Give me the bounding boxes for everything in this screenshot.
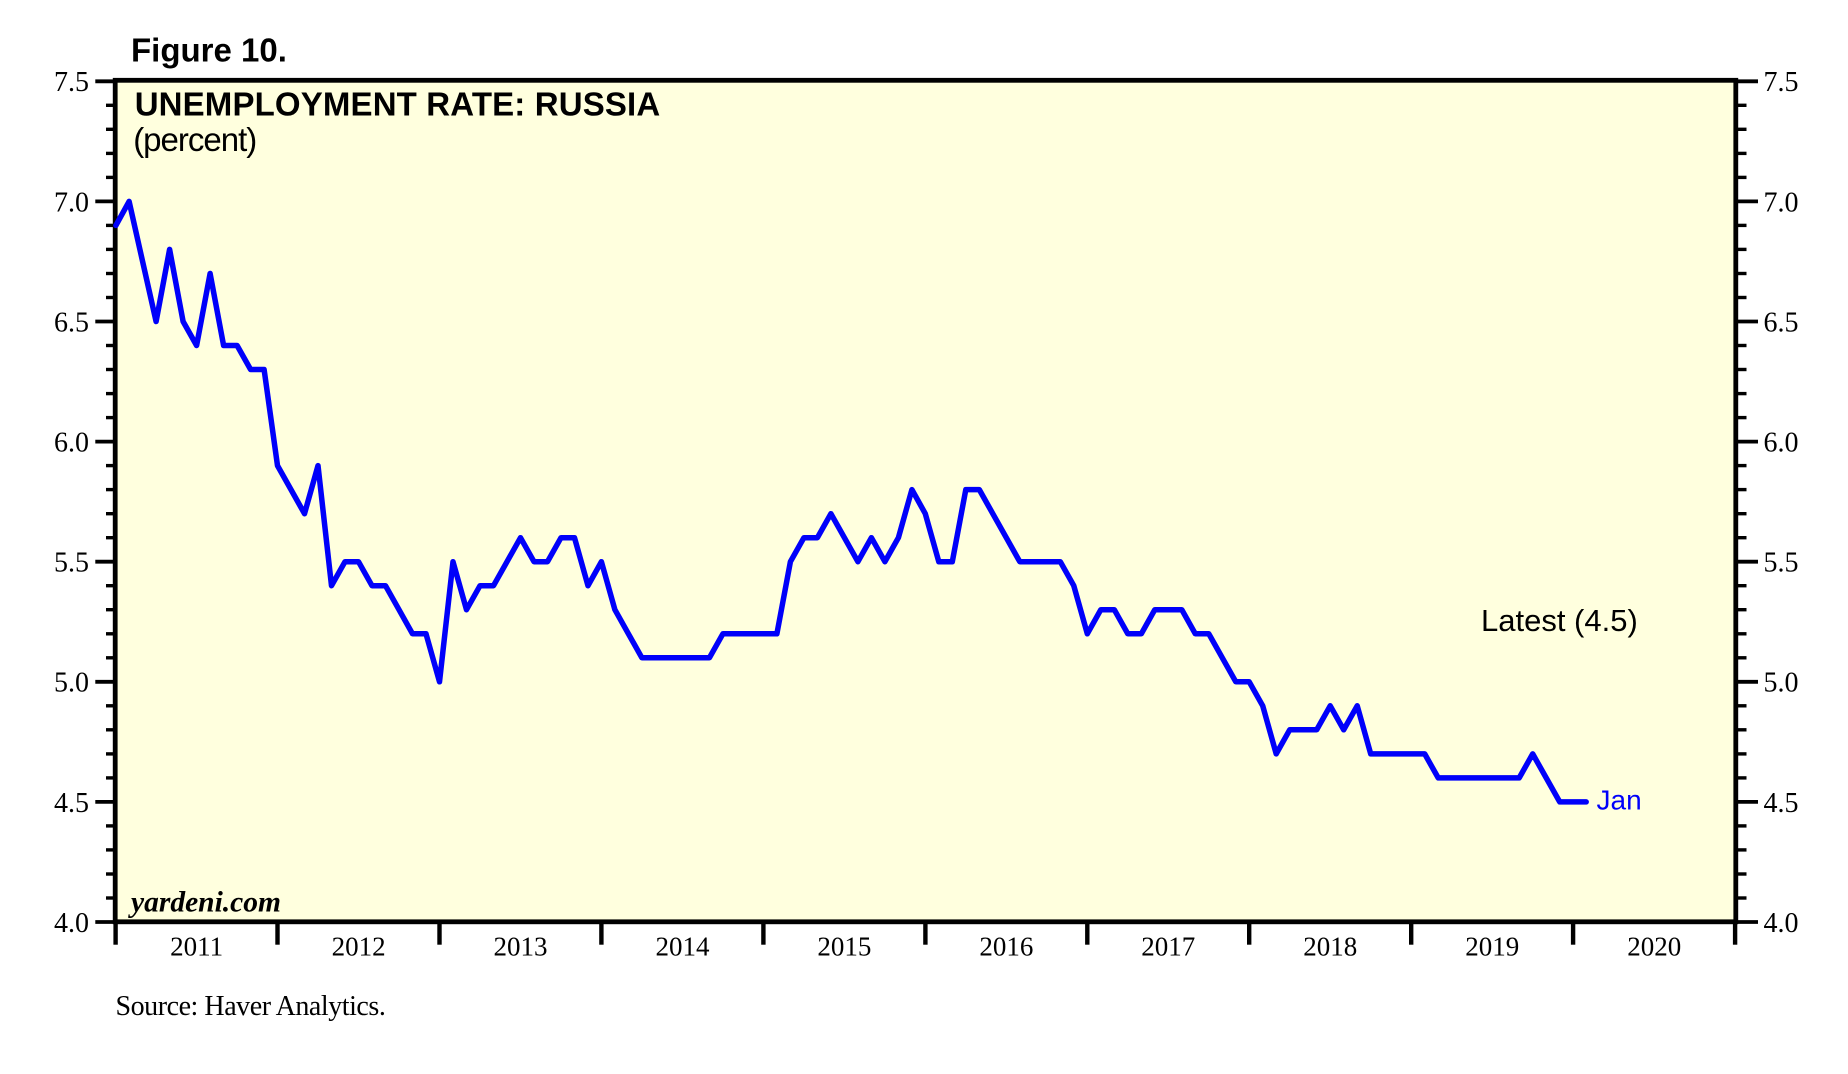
svg-text:6.0: 6.0	[54, 428, 89, 459]
svg-text:6.5: 6.5	[1764, 307, 1799, 338]
svg-text:7.0: 7.0	[1764, 187, 1799, 218]
svg-text:5.0: 5.0	[54, 668, 89, 699]
svg-text:yardeni.com: yardeni.com	[128, 887, 281, 919]
svg-text:Source: Haver Analytics.: Source: Haver Analytics.	[116, 991, 386, 1022]
svg-text:4.0: 4.0	[1764, 908, 1799, 939]
svg-text:2016: 2016	[979, 932, 1033, 962]
svg-text:4.0: 4.0	[54, 908, 89, 939]
svg-text:Latest (4.5): Latest (4.5)	[1481, 603, 1638, 638]
svg-text:6.5: 6.5	[54, 307, 89, 338]
svg-text:2019: 2019	[1465, 932, 1519, 962]
svg-text:UNEMPLOYMENT RATE: RUSSIA: UNEMPLOYMENT RATE: RUSSIA	[135, 86, 661, 123]
svg-text:5.0: 5.0	[1764, 668, 1799, 699]
svg-text:7.5: 7.5	[1764, 67, 1799, 98]
svg-text:Jan: Jan	[1597, 785, 1642, 816]
svg-text:5.5: 5.5	[54, 548, 89, 579]
svg-text:(percent): (percent)	[133, 121, 256, 158]
svg-text:7.0: 7.0	[54, 187, 89, 218]
svg-text:2015: 2015	[817, 932, 871, 962]
svg-text:7.5: 7.5	[54, 67, 89, 98]
svg-text:2011: 2011	[170, 932, 223, 962]
svg-text:4.5: 4.5	[54, 788, 89, 819]
svg-text:2017: 2017	[1141, 932, 1195, 962]
svg-text:2018: 2018	[1303, 932, 1357, 962]
svg-text:4.5: 4.5	[1764, 788, 1799, 819]
svg-text:2012: 2012	[332, 932, 386, 962]
svg-text:6.0: 6.0	[1764, 428, 1799, 459]
svg-text:2013: 2013	[494, 932, 548, 962]
svg-text:2014: 2014	[656, 932, 711, 962]
svg-text:Figure 10.: Figure 10.	[131, 32, 287, 69]
svg-text:2020: 2020	[1627, 932, 1681, 962]
svg-text:5.5: 5.5	[1764, 548, 1799, 579]
